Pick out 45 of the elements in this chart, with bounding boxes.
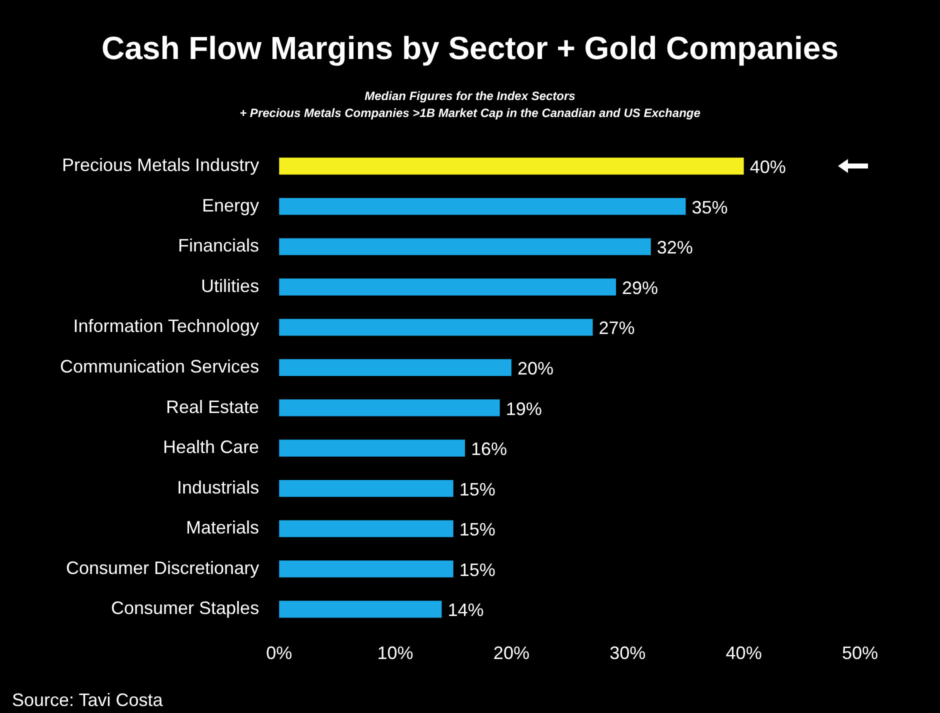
data-label: 27%: [598, 318, 635, 338]
x-tick-label: 40%: [726, 643, 762, 664]
bar: [279, 480, 454, 497]
y-tick-label: Real Estate: [166, 396, 260, 417]
bar: [279, 238, 651, 256]
bar: [279, 359, 512, 376]
y-tick-label: Energy: [202, 195, 260, 216]
y-tick-label: Materials: [186, 518, 260, 538]
data-label: 29%: [622, 278, 658, 298]
y-tick-label: Financials: [178, 236, 260, 256]
bar: [279, 158, 744, 175]
bar: [279, 560, 454, 578]
chart-subtitle: Median Figures for the Index Sectors + Precious Metals Companies >1B Market Cap in the Canadian and US Exchange: [238, 88, 702, 122]
data-label: 35%: [692, 197, 728, 218]
x-tick-label: 50%: [842, 643, 878, 664]
data-label: 15%: [459, 560, 496, 580]
x-tick-label: 20%: [493, 643, 530, 664]
data-label: 14%: [448, 600, 484, 620]
data-label: 15%: [459, 479, 496, 500]
bar: [279, 318, 593, 336]
bar: [279, 600, 442, 618]
y-tick-label: Consumer Staples: [110, 598, 260, 618]
x-tick-label: 0%: [266, 643, 292, 664]
data-label: 15%: [459, 520, 496, 540]
y-tick-label: Information Technology: [73, 316, 260, 336]
bar: [279, 198, 686, 215]
y-tick-label: Industrials: [177, 477, 260, 498]
y-tick-label: Utilities: [201, 276, 260, 296]
chart-title: Cash Flow Margins by Sector + Gold Companies: [100, 30, 840, 67]
x-tick-label: 30%: [610, 643, 646, 664]
data-label: 40%: [750, 157, 786, 178]
bar: [279, 399, 500, 416]
y-tick-label: Consumer Discretionary: [66, 558, 260, 578]
bar: [279, 520, 454, 538]
bar: [279, 440, 465, 457]
y-tick-label: Precious Metals Industry: [62, 155, 260, 176]
data-label: 19%: [506, 398, 542, 419]
bar: [279, 278, 616, 296]
y-tick-label: Health Care: [163, 437, 260, 458]
x-tick-label: 10%: [377, 643, 414, 664]
data-label: 32%: [656, 238, 693, 258]
data-label: 16%: [470, 439, 507, 460]
source-note: Source: Tavi Costa: [12, 690, 163, 711]
data-label: 20%: [517, 358, 554, 379]
y-tick-label: Communication Services: [60, 356, 260, 377]
